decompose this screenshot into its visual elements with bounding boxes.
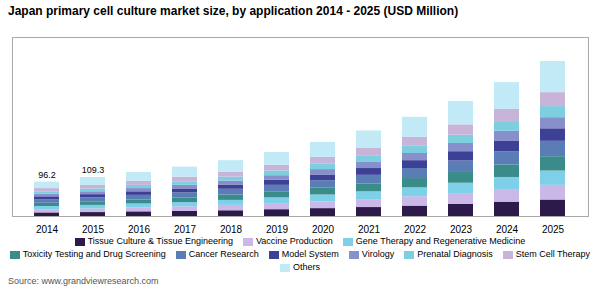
html-text:Source: www.grandviewresearch.: Source: www.grandviewresearch.com	[8, 276, 159, 286]
svg-text:2019: 2019	[266, 224, 289, 235]
html-text:Toxicity Testing and Drug Scre: Toxicity Testing and Drug Screening	[22, 249, 166, 259]
html-text:Virology: Virology	[361, 249, 395, 259]
svg-text:2022: 2022	[404, 224, 427, 235]
html-text:Cancer Research: Cancer Research	[188, 249, 259, 259]
svg-text:2023: 2023	[450, 224, 473, 235]
svg-text:2025: 2025	[542, 224, 565, 235]
html-text:Gene Therapy and Regenerative: Gene Therapy and Regenerative Medicine	[355, 236, 526, 246]
svg-text:2017: 2017	[174, 224, 197, 235]
svg-text:2018: 2018	[220, 224, 243, 235]
svg-text:2014: 2014	[36, 224, 59, 235]
html-text:Tissue Culture & Tissue Engine: Tissue Culture & Tissue Engineering	[87, 236, 233, 246]
svg-text:96.2: 96.2	[38, 170, 56, 180]
svg-text:2021: 2021	[358, 224, 381, 235]
svg-text:2024: 2024	[496, 224, 519, 235]
svg-text:2015: 2015	[82, 224, 105, 235]
svg-text:109.3: 109.3	[82, 165, 105, 175]
html-text:Stem Cell Therapy: Stem Cell Therapy	[515, 249, 591, 259]
svg-text:2016: 2016	[128, 224, 151, 235]
html-text:Model System: Model System	[281, 249, 339, 259]
html-text:Vaccine Production: Vaccine Production	[256, 236, 333, 246]
html-text:Japan primary cell culture mar: Japan primary cell culture market size, …	[8, 4, 459, 18]
svg-text:2020: 2020	[312, 224, 335, 235]
html-text:Prenatal Diagnosis: Prenatal Diagnosis	[417, 249, 493, 259]
html-text:Others: Others	[293, 262, 320, 272]
